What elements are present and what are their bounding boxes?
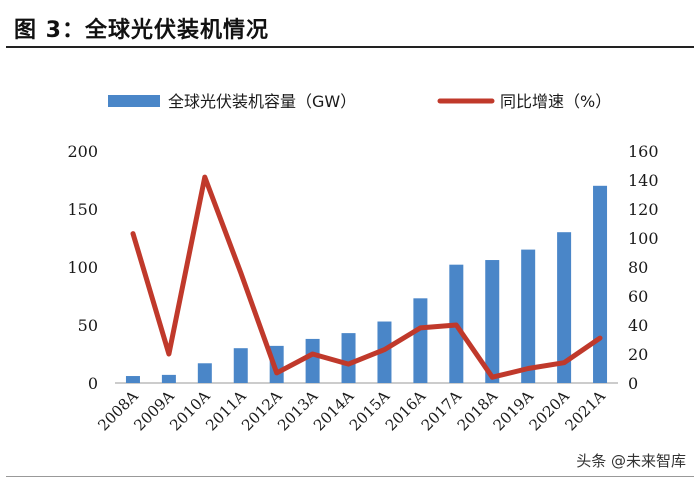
figure-title-bar: 图 3：全球光伏装机情况 [0,8,700,44]
bottom-divider [6,476,694,477]
bar [593,185,608,383]
legend-swatch-bar [108,95,160,107]
y-left-tick-label: 150 [67,200,98,219]
bar [305,338,320,383]
bar [521,249,536,383]
y-right-tick-label: 0 [628,374,638,393]
y-right-tick-label: 100 [628,229,659,248]
bar [125,376,140,383]
bar [233,348,248,383]
y-left-tick-label: 200 [67,142,98,161]
y-right-tick-label: 140 [628,171,659,190]
bar [197,363,212,383]
legend-label-bar: 全球光伏装机容量（GW） [168,92,356,111]
chart-legend: 全球光伏装机容量（GW） 同比增速（%） [108,92,611,111]
line-series [130,174,603,380]
y-right-tick-label: 60 [628,287,648,306]
y-left-tick-label: 0 [88,374,98,393]
bar [557,232,572,383]
title-divider [6,46,694,48]
bar-series [125,185,608,383]
y-right-tick-label: 160 [628,142,659,161]
bar [485,260,500,383]
x-tick-label: 2021A [561,387,608,434]
bar [341,333,356,383]
bar [161,374,176,383]
y-right-tick-label: 20 [628,345,648,364]
y-left-tick-label: 50 [78,316,98,335]
watermark: 头条 @未来智库 [576,452,686,470]
y-right-tick-label: 80 [628,258,648,277]
y-right-tick-label: 120 [628,200,659,219]
growth-line [130,174,603,380]
legend-label-line: 同比增速（%） [500,92,611,111]
y-left-tick-label: 100 [67,258,98,277]
y-right-tick-label: 40 [628,316,648,335]
x-tick-labels: 2008A2009A2010A2011A2012A2013A2014A2015A… [94,387,609,434]
bar [413,298,428,383]
figure-title: 图 3：全球光伏装机情况 [14,18,269,43]
